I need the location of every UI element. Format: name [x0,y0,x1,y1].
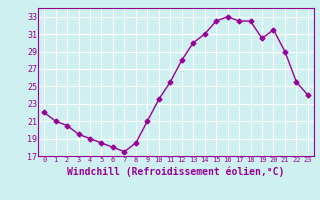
X-axis label: Windchill (Refroidissement éolien,°C): Windchill (Refroidissement éolien,°C) [67,166,285,177]
